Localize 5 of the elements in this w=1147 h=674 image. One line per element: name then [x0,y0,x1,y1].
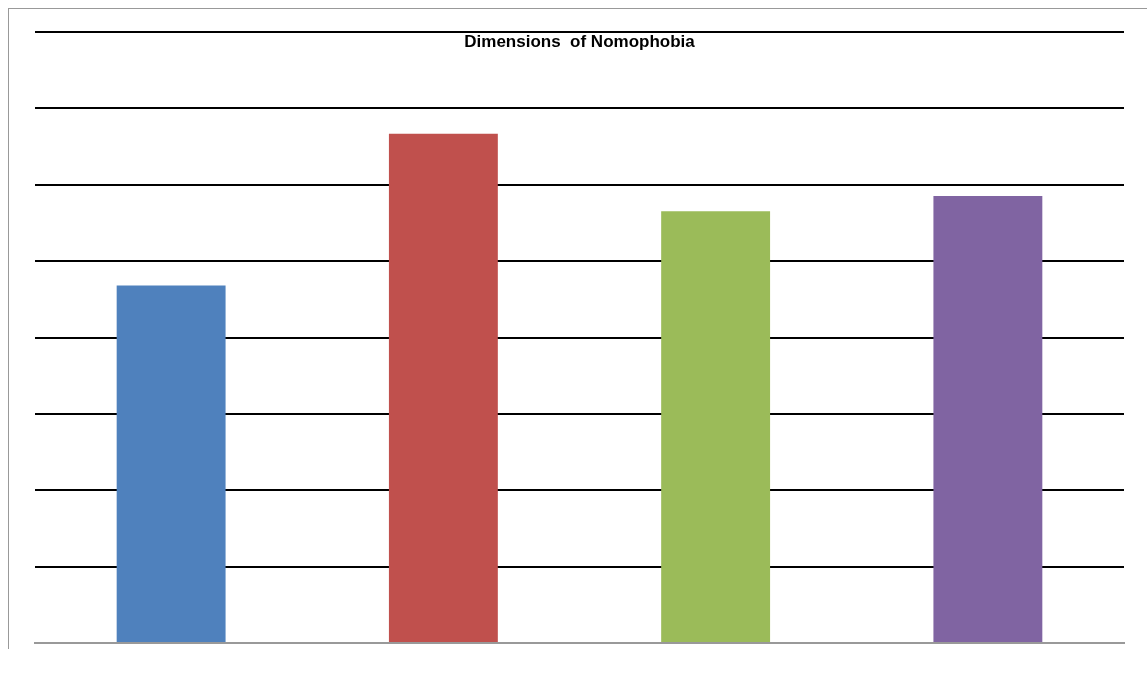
chart-title: Dimensions of Nomophobia [464,31,696,51]
bar [388,133,498,642]
bar [933,195,1043,642]
bar [661,211,771,642]
bar [116,285,226,642]
